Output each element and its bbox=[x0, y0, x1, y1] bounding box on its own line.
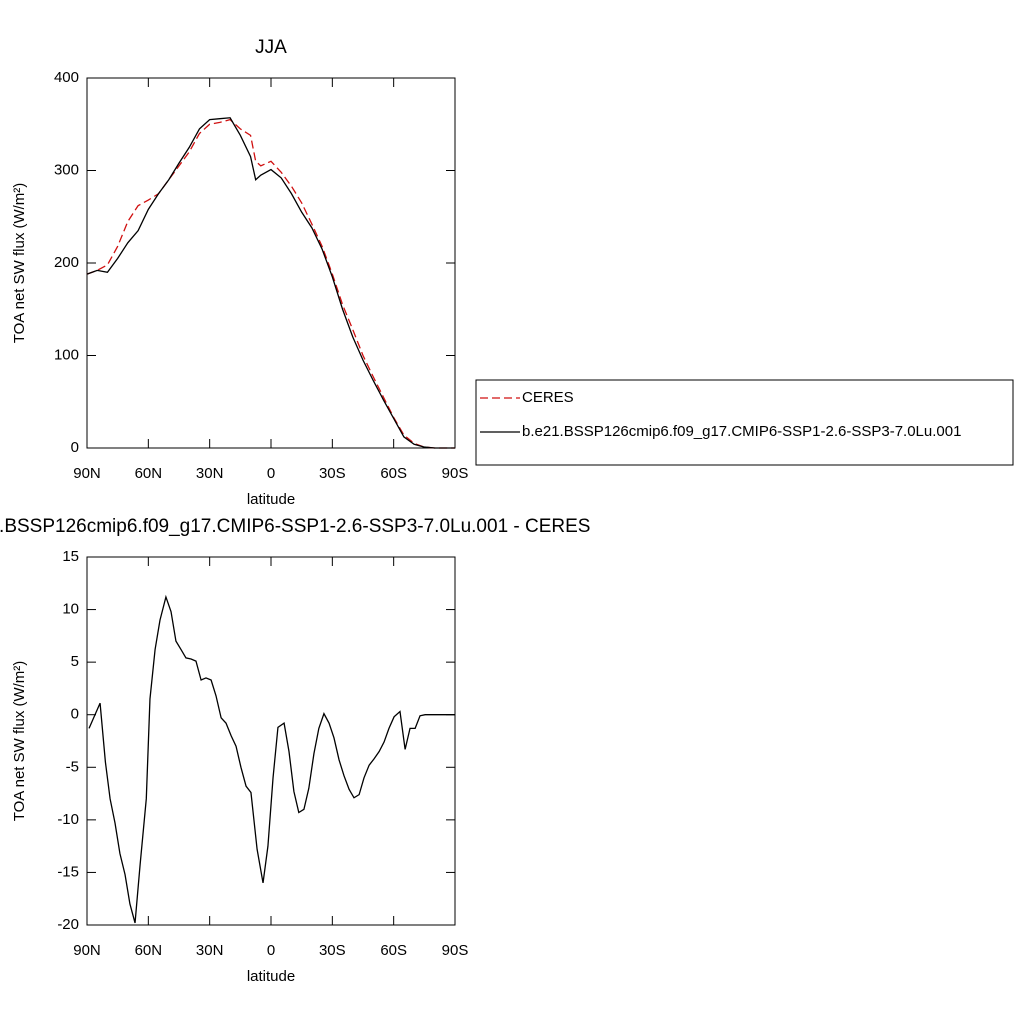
x-tick-label: 90N bbox=[73, 465, 101, 482]
x-tick-label: 30N bbox=[196, 465, 224, 482]
x-axis-label: latitude bbox=[247, 491, 295, 508]
x-tick-label: 30S bbox=[319, 942, 346, 959]
x-tick-label: 60N bbox=[135, 942, 163, 959]
y-tick-label: 0 bbox=[71, 706, 79, 723]
x-tick-label: 30S bbox=[319, 465, 346, 482]
y-tick-label: 15 bbox=[62, 548, 79, 565]
y-axis-label: TOA net SW flux (W/m²) bbox=[11, 183, 28, 344]
y-tick-label: 200 bbox=[54, 254, 79, 271]
series-line bbox=[88, 594, 455, 924]
series-line bbox=[86, 117, 455, 449]
x-tick-label: 90S bbox=[442, 942, 469, 959]
y-axis-label: TOA net SW flux (W/m²) bbox=[11, 661, 28, 822]
x-tick-label: 0 bbox=[267, 465, 275, 482]
plot-frame bbox=[86, 77, 456, 449]
y-tick-label: 300 bbox=[54, 161, 79, 178]
x-tick-label: 30N bbox=[196, 942, 224, 959]
y-tick-label: -15 bbox=[57, 863, 79, 880]
x-tick-label: 90S bbox=[442, 465, 469, 482]
x-tick-label: 90N bbox=[73, 942, 101, 959]
x-axis-label: latitude bbox=[247, 968, 295, 985]
plot-frame bbox=[86, 556, 456, 926]
x-tick-label: 60N bbox=[135, 465, 163, 482]
y-tick-label: 5 bbox=[71, 653, 79, 670]
x-tick-label: 60S bbox=[380, 465, 407, 482]
y-tick-label: 400 bbox=[54, 69, 79, 86]
legend-label: b.e21.BSSP126cmip6.f09_g17.CMIP6-SSP1-2.… bbox=[522, 423, 961, 440]
y-tick-label: 0 bbox=[71, 439, 79, 456]
x-tick-label: 0 bbox=[267, 942, 275, 959]
y-tick-label: 100 bbox=[54, 346, 79, 363]
y-tick-label: -20 bbox=[57, 916, 79, 933]
legend-label: CERES bbox=[522, 389, 574, 406]
chart-title: JJA bbox=[255, 37, 287, 58]
y-tick-label: -10 bbox=[57, 811, 79, 828]
chart-title: b.e21.BSSP126cmip6.f09_g17.CMIP6-SSP1-2.… bbox=[0, 516, 590, 537]
legend-box bbox=[475, 379, 1014, 466]
y-tick-label: 10 bbox=[62, 601, 79, 618]
y-tick-label: -5 bbox=[66, 758, 79, 775]
x-tick-label: 60S bbox=[380, 942, 407, 959]
series-line bbox=[86, 118, 455, 449]
